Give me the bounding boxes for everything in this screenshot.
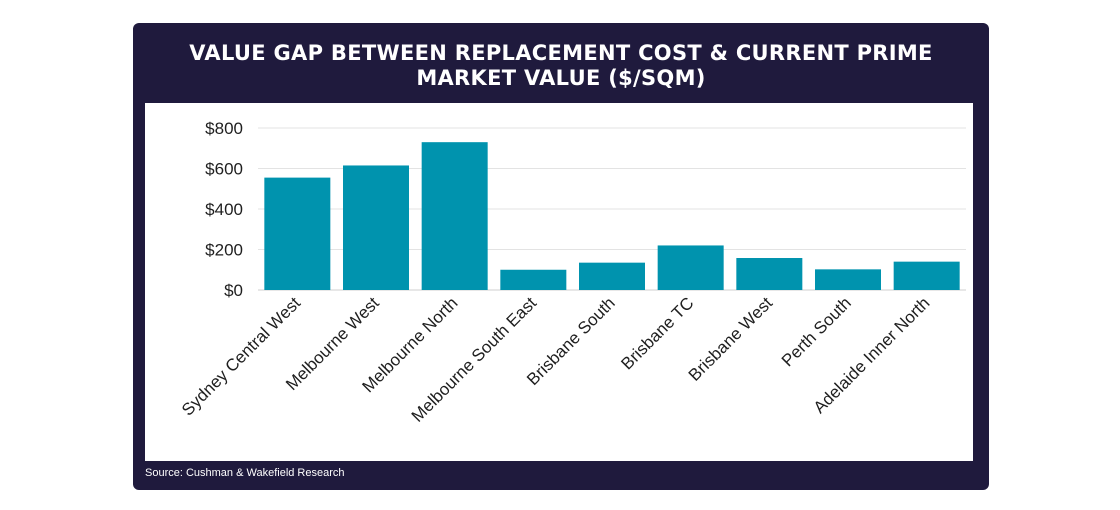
- y-tick-label: $0: [224, 281, 243, 300]
- chart-title: VALUE GAP BETWEEN REPLACEMENT COST & CUR…: [133, 41, 989, 91]
- bar: [421, 142, 488, 290]
- bar: [815, 269, 881, 290]
- y-tick-label: $200: [205, 241, 243, 260]
- y-tick-label: $400: [205, 200, 243, 219]
- bar: [579, 262, 645, 290]
- bar: [343, 165, 409, 290]
- x-tick-label: Sydney Central West: [178, 293, 304, 419]
- bar: [264, 177, 331, 290]
- x-tick-label: Perth South: [778, 293, 855, 370]
- chart-title-line-2: MARKET VALUE ($/SQM): [416, 66, 706, 90]
- chart-title-line-1: VALUE GAP BETWEEN REPLACEMENT COST & CUR…: [189, 41, 933, 65]
- bar: [500, 269, 567, 290]
- bar: [893, 261, 960, 290]
- source-note: Source: Cushman & Wakefield Research: [145, 467, 345, 479]
- y-tick-label: $600: [205, 160, 243, 179]
- y-tick-label: $800: [205, 119, 243, 138]
- bar: [657, 245, 724, 290]
- chart-frame: VALUE GAP BETWEEN REPLACEMENT COST & CUR…: [133, 23, 989, 490]
- x-tick-label: Brisbane TC: [617, 293, 697, 373]
- plot-panel: $0 $200 $400 $600 $800 Sydney Central West Mel…: [145, 103, 973, 461]
- x-tick-label: Brisbane West: [685, 293, 777, 385]
- bar: [736, 258, 803, 290]
